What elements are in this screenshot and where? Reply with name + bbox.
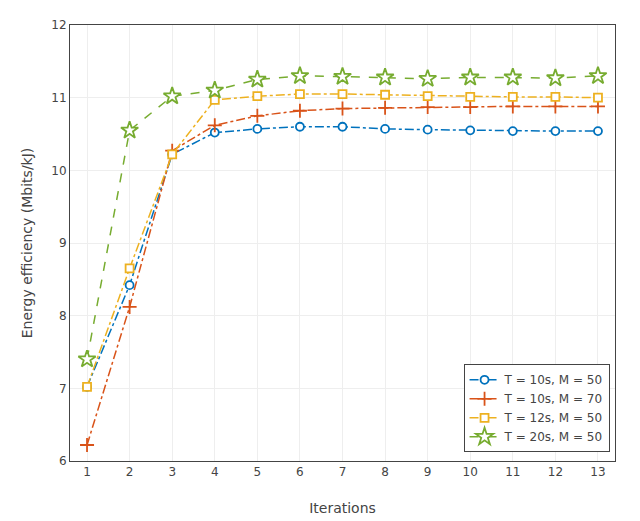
svg-text:13: 13 [590, 465, 605, 479]
svg-text:6: 6 [296, 465, 304, 479]
svg-text:11: 11 [51, 91, 66, 105]
svg-text:2: 2 [126, 465, 134, 479]
svg-text:Iterations: Iterations [309, 500, 376, 516]
svg-text:1: 1 [83, 465, 91, 479]
svg-text:T = 10s, M = 70: T = 10s, M = 70 [504, 392, 602, 406]
svg-text:11: 11 [505, 465, 520, 479]
svg-text:10: 10 [463, 465, 478, 479]
svg-text:6: 6 [59, 454, 67, 468]
svg-text:4: 4 [211, 465, 219, 479]
svg-text:10: 10 [51, 164, 66, 178]
svg-text:8: 8 [59, 309, 67, 323]
svg-text:5: 5 [254, 465, 262, 479]
svg-text:3: 3 [168, 465, 176, 479]
svg-text:12: 12 [51, 18, 66, 32]
svg-text:T = 10s, M = 50: T = 10s, M = 50 [504, 373, 602, 387]
svg-text:9: 9 [59, 236, 67, 250]
svg-text:9: 9 [424, 465, 432, 479]
svg-text:7: 7 [339, 465, 347, 479]
svg-text:T = 12s, M = 50: T = 12s, M = 50 [504, 411, 602, 425]
svg-text:Energy efficiency (Mbits/kJ): Energy efficiency (Mbits/kJ) [19, 148, 35, 339]
svg-text:12: 12 [548, 465, 563, 479]
svg-text:T = 20s, M = 50: T = 20s, M = 50 [504, 430, 602, 444]
svg-text:8: 8 [381, 465, 389, 479]
svg-text:7: 7 [59, 382, 67, 396]
